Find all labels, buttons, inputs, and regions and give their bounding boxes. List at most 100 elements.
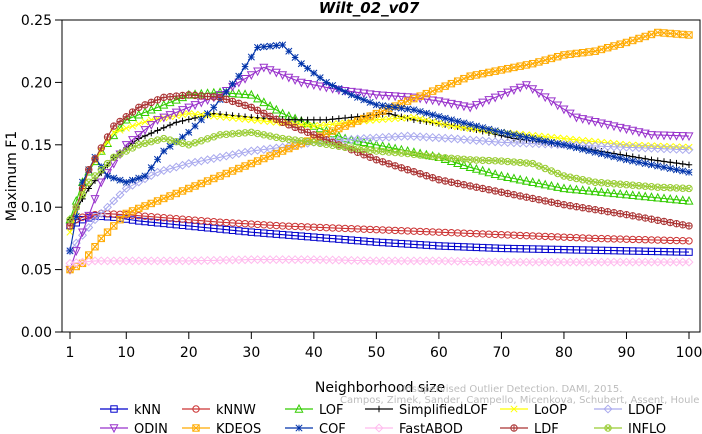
point-odin-26 <box>221 87 231 96</box>
point-fastabod-82 <box>571 257 581 267</box>
point-kdeos-12 <box>135 204 143 213</box>
point-ldof-90 <box>621 142 631 152</box>
point-lof-32 <box>259 97 269 107</box>
point-simplifiedlof-98 <box>673 159 680 167</box>
point-ldof-57 <box>415 132 425 142</box>
y-tick-label-5: 0.25 <box>21 13 52 29</box>
point-kdeos-30 <box>247 159 256 168</box>
point-ldof-64 <box>459 134 469 145</box>
point-fastabod-16 <box>159 256 169 266</box>
point-ldof-93 <box>640 143 650 153</box>
point-fastabod-64 <box>459 256 469 266</box>
point-cof-58 <box>422 109 430 117</box>
point-inflo-11 <box>128 144 137 152</box>
point-ldof-95 <box>653 144 663 154</box>
point-ldf-29 <box>241 101 249 110</box>
point-cof-54 <box>397 104 405 112</box>
point-kdeos-23 <box>203 177 212 185</box>
point-kdeos-14 <box>147 199 155 208</box>
legend-item-loop: LoOP <box>500 403 567 418</box>
point-ldof-99 <box>678 145 688 155</box>
point-ldof-68 <box>484 136 494 146</box>
point-kdeos-28 <box>235 164 243 173</box>
point-loop-27 <box>229 114 237 122</box>
point-cof-64 <box>460 119 468 127</box>
point-loop-32 <box>260 117 268 125</box>
legend-marker-cof <box>295 424 303 432</box>
point-lof-78 <box>546 180 556 190</box>
point-inflo-2 <box>72 203 80 211</box>
point-fastabod-7 <box>103 256 113 266</box>
point-odin-87 <box>603 120 613 130</box>
point-simplifiedlof-20 <box>185 116 192 123</box>
point-loop-61 <box>441 121 449 129</box>
point-kdeos-31 <box>253 157 262 165</box>
point-fastabod-22 <box>196 256 206 266</box>
point-ldf-31 <box>253 106 262 115</box>
point-cof-44 <box>335 85 343 93</box>
point-ldf-71 <box>503 189 512 198</box>
legend-label-lof: LOF <box>319 403 344 418</box>
point-ldf-80 <box>560 201 568 209</box>
point-odin-53 <box>390 92 400 102</box>
point-lof-89 <box>615 189 625 198</box>
point-simplifiedlof-37 <box>291 116 299 124</box>
point-cof-30 <box>247 53 255 61</box>
watermark-line-1: Unsupervised Outlier Detection. DAMI, 20… <box>398 384 622 395</box>
point-ldof-67 <box>478 136 488 146</box>
point-loop-59 <box>429 118 437 126</box>
point-kdeos-60 <box>435 84 443 93</box>
point-lof-85 <box>590 186 600 196</box>
point-cof-57 <box>416 107 424 116</box>
point-kdeos-29 <box>241 162 249 170</box>
point-fastabod-12 <box>134 256 144 266</box>
point-ldf-75 <box>528 194 537 203</box>
point-kdeos-98 <box>672 30 681 38</box>
point-lof-31 <box>253 93 263 103</box>
point-odin-17 <box>165 111 175 120</box>
point-ldof-62 <box>446 134 456 144</box>
point-simplifiedlof-95 <box>654 157 661 164</box>
point-loop-82 <box>572 136 581 144</box>
point-simplifiedlof-16 <box>160 124 167 131</box>
point-ldof-51 <box>378 132 388 142</box>
point-kdeos-59 <box>428 87 437 95</box>
point-ldf-53 <box>391 162 399 170</box>
point-fastabod-5 <box>90 256 100 266</box>
point-odin-5 <box>90 195 100 204</box>
point-ldof-8 <box>109 196 119 206</box>
point-kdeos-15 <box>153 197 162 205</box>
point-lof-53 <box>390 143 400 153</box>
point-simplifiedlof-39 <box>304 116 311 124</box>
point-odin-63 <box>453 101 463 110</box>
point-ldf-21 <box>191 91 199 100</box>
point-cof-80 <box>560 141 568 149</box>
point-inflo-24 <box>210 133 218 141</box>
point-fastabod-19 <box>178 256 188 266</box>
point-fastabod-96 <box>659 257 669 267</box>
point-cof-72 <box>510 131 518 139</box>
point-ldf-87 <box>604 207 612 216</box>
point-cof-39 <box>304 64 312 72</box>
point-simplifiedlof-44 <box>335 115 343 122</box>
point-ldof-96 <box>659 144 669 154</box>
point-inflo-21 <box>191 139 199 147</box>
point-odin-89 <box>615 123 625 133</box>
point-lof-69 <box>490 169 500 178</box>
point-kdeos-7 <box>103 228 112 236</box>
point-odin-6 <box>96 178 106 188</box>
point-fastabod-49 <box>365 256 375 266</box>
point-kdeos-63 <box>453 77 462 85</box>
point-loop-79 <box>554 134 562 142</box>
point-kdeos-25 <box>216 172 224 180</box>
point-simplifiedlof-100 <box>685 161 693 168</box>
legend-item-cof: COF <box>285 422 346 434</box>
x-tick-label-1: 10 <box>117 345 135 361</box>
point-cof-41 <box>316 74 324 82</box>
point-kdeos-64 <box>460 74 468 83</box>
point-cof-23 <box>204 110 212 118</box>
legend-marker-inflo <box>604 424 612 432</box>
point-cof-100 <box>685 168 693 176</box>
point-loop-55 <box>404 114 412 122</box>
point-fastabod-38 <box>296 255 306 265</box>
